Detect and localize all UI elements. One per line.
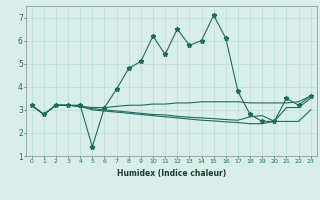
X-axis label: Humidex (Indice chaleur): Humidex (Indice chaleur) [116, 169, 226, 178]
